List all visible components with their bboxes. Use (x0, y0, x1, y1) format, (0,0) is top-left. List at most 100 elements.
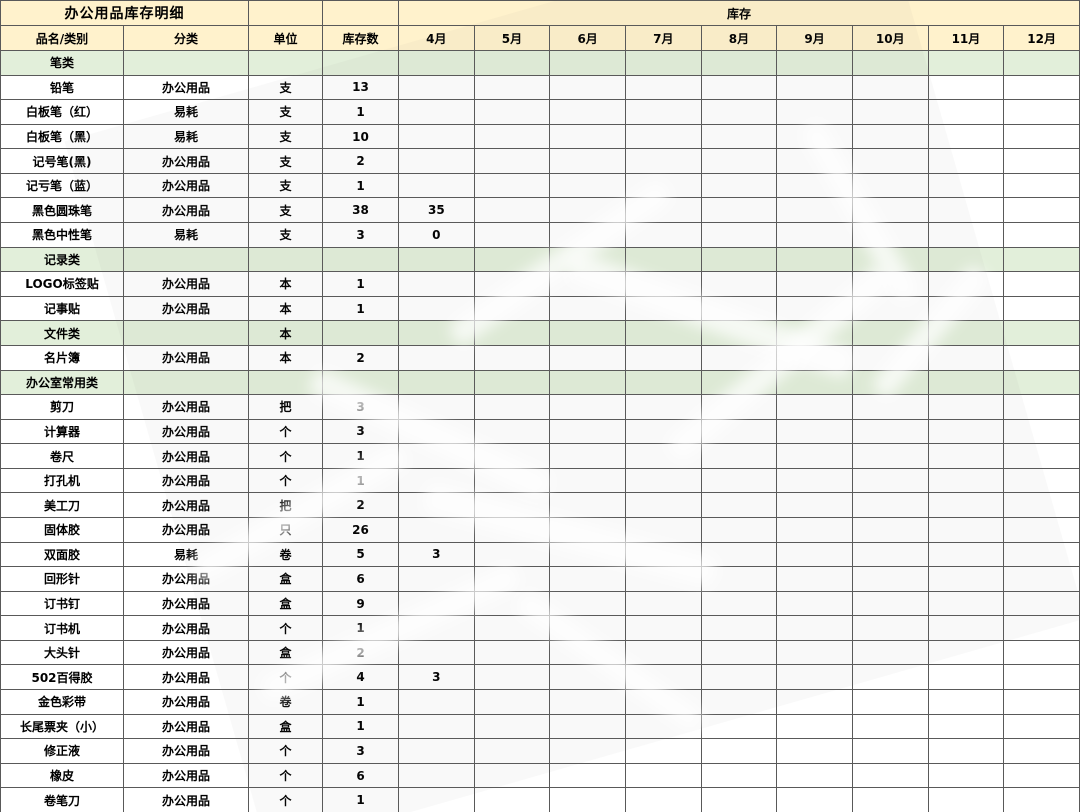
month-value-cell[interactable] (473, 738, 551, 764)
month-value-cell[interactable] (927, 418, 1005, 445)
month-value-cell[interactable] (473, 418, 551, 445)
month-value-cell[interactable] (398, 394, 475, 420)
month-value-cell[interactable] (776, 123, 853, 150)
month-value-cell[interactable] (700, 74, 778, 101)
month-value-cell[interactable] (624, 418, 702, 445)
month-value-cell[interactable] (700, 99, 778, 125)
month-value-cell[interactable] (927, 172, 1005, 199)
month-value-cell[interactable] (1003, 443, 1080, 469)
item-name-cell[interactable]: 打孔机 (0, 467, 124, 494)
month-value-cell[interactable] (776, 148, 853, 174)
item-name-cell[interactable]: 名片簿 (0, 344, 124, 371)
item-name-cell[interactable]: 卷尺 (0, 443, 124, 469)
month-value-cell[interactable] (624, 148, 702, 174)
month-value-cell[interactable] (851, 418, 929, 445)
month-value-cell[interactable] (1003, 615, 1080, 641)
unit-cell[interactable]: 盒 (248, 713, 323, 740)
item-name-cell[interactable]: 固体胶 (0, 516, 124, 543)
month-value-cell[interactable] (927, 787, 1005, 812)
month-value-cell[interactable] (776, 246, 853, 273)
month-header[interactable]: 9月 (776, 25, 853, 51)
month-value-cell[interactable] (398, 615, 475, 641)
month-value-cell[interactable] (398, 246, 475, 273)
month-value-cell[interactable] (624, 123, 702, 150)
month-value-cell[interactable] (473, 74, 551, 101)
month-value-cell[interactable] (851, 443, 929, 469)
month-value-cell[interactable] (927, 344, 1005, 371)
month-value-cell[interactable] (1003, 689, 1080, 715)
category-cell[interactable] (123, 50, 249, 76)
stock-cell[interactable]: 4 (322, 664, 399, 691)
unit-cell[interactable]: 把 (248, 394, 323, 420)
month-value-cell[interactable] (851, 50, 929, 76)
category-cell[interactable]: 办公用品 (123, 516, 249, 543)
month-value-cell[interactable] (1003, 516, 1080, 543)
stock-cell[interactable]: 5 (322, 541, 399, 568)
unit-cell[interactable]: 本 (248, 344, 323, 371)
month-value-cell[interactable] (851, 516, 929, 543)
month-value-cell[interactable] (549, 541, 626, 568)
month-value-cell[interactable] (1003, 295, 1080, 322)
month-value-cell[interactable] (851, 320, 929, 346)
category-cell[interactable]: 办公用品 (123, 590, 249, 617)
month-value-cell[interactable] (700, 566, 778, 592)
item-name-cell[interactable]: 橡皮 (0, 762, 124, 789)
month-value-cell[interactable] (398, 74, 475, 101)
month-value-cell[interactable] (700, 689, 778, 715)
unit-cell[interactable] (248, 246, 323, 273)
month-value-cell[interactable] (927, 394, 1005, 420)
month-value-cell[interactable] (1003, 664, 1080, 691)
category-cell[interactable]: 办公用品 (123, 566, 249, 592)
month-value-cell[interactable] (398, 566, 475, 592)
month-value-cell[interactable] (1003, 713, 1080, 740)
month-value-cell[interactable] (851, 344, 929, 371)
unit-cell[interactable]: 个 (248, 787, 323, 812)
item-name-cell[interactable]: 记号笔(黑) (0, 148, 124, 174)
month-value-cell[interactable] (927, 516, 1005, 543)
month-header[interactable]: 5月 (473, 25, 551, 51)
month-value-cell[interactable] (624, 590, 702, 617)
month-value-cell[interactable] (851, 246, 929, 273)
month-value-cell[interactable] (473, 762, 551, 789)
month-value-cell[interactable] (776, 394, 853, 420)
month-value-cell[interactable] (927, 590, 1005, 617)
month-value-cell[interactable] (776, 762, 853, 789)
month-value-cell[interactable] (851, 615, 929, 641)
unit-cell[interactable]: 支 (248, 74, 323, 101)
month-value-cell[interactable] (700, 369, 778, 396)
month-value-cell[interactable] (700, 394, 778, 420)
item-name-cell[interactable]: 长尾票夹（小） (0, 713, 124, 740)
month-value-cell[interactable] (851, 762, 929, 789)
month-value-cell[interactable] (776, 320, 853, 346)
category-cell[interactable]: 办公用品 (123, 172, 249, 199)
month-value-cell[interactable] (700, 344, 778, 371)
month-value-cell[interactable] (473, 246, 551, 273)
month-value-cell[interactable] (398, 295, 475, 322)
month-value-cell[interactable] (927, 222, 1005, 248)
unit-cell[interactable]: 本 (248, 271, 323, 297)
month-value-cell[interactable] (398, 369, 475, 396)
unit-cell[interactable]: 盒 (248, 639, 323, 666)
month-value-cell[interactable] (927, 246, 1005, 273)
month-value-cell[interactable] (473, 689, 551, 715)
stock-cell[interactable]: 1 (322, 295, 399, 322)
month-value-cell[interactable] (624, 50, 702, 76)
item-name-cell[interactable]: 订书钉 (0, 590, 124, 617)
stock-cell[interactable]: 1 (322, 615, 399, 641)
month-value-cell[interactable] (927, 738, 1005, 764)
month-value-cell[interactable] (700, 615, 778, 641)
month-value-cell[interactable] (1003, 123, 1080, 150)
empty-header-cell[interactable] (322, 0, 399, 26)
month-value-cell[interactable] (624, 394, 702, 420)
item-name-cell[interactable]: 黑色圆珠笔 (0, 197, 124, 224)
category-cell[interactable]: 易耗 (123, 541, 249, 568)
month-value-cell[interactable] (549, 787, 626, 812)
month-value-cell[interactable] (398, 148, 475, 174)
month-value-cell[interactable] (398, 172, 475, 199)
month-value-cell[interactable] (473, 271, 551, 297)
month-value-cell[interactable] (700, 320, 778, 346)
month-value-cell[interactable] (549, 295, 626, 322)
month-value-cell[interactable] (1003, 222, 1080, 248)
month-value-cell[interactable] (776, 467, 853, 494)
month-value-cell[interactable] (776, 516, 853, 543)
